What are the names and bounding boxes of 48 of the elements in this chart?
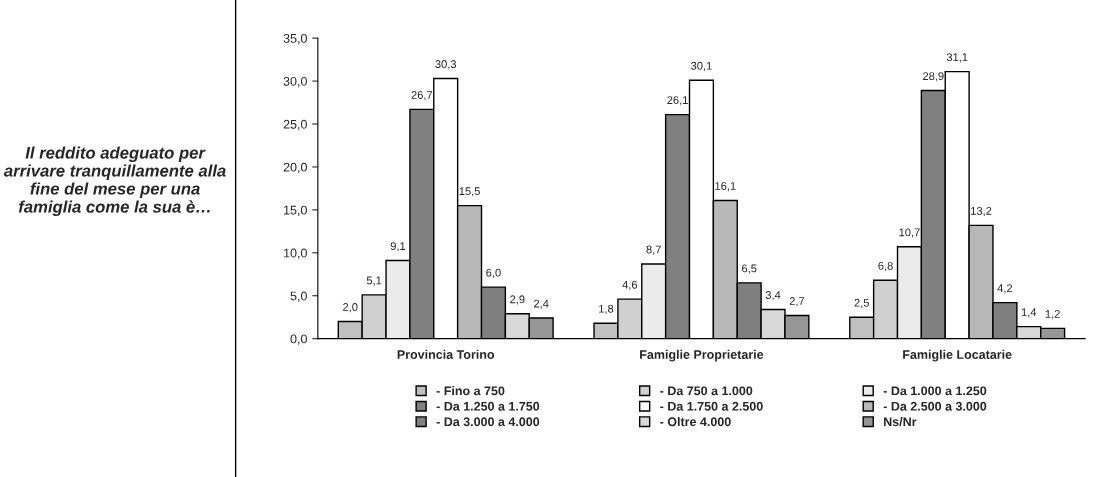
y-tick-label: 30,0 bbox=[283, 76, 307, 88]
data-label: 31,1 bbox=[946, 53, 968, 63]
y-tick-label: 0,0 bbox=[290, 334, 307, 345]
data-label: 2,5 bbox=[854, 298, 869, 308]
data-label: 30,3 bbox=[435, 60, 457, 70]
data-label: 6,5 bbox=[742, 264, 757, 274]
legend-label: - Da 1.750 a 2.500 bbox=[660, 401, 763, 411]
x-tick-label: Provincia Torino bbox=[397, 349, 495, 359]
data-label: 2,9 bbox=[510, 295, 525, 305]
y-tick-label: 10,0 bbox=[284, 248, 307, 259]
data-label: 28,9 bbox=[923, 72, 944, 82]
data-label: 6,8 bbox=[878, 261, 893, 272]
legend-label: - Da 1.000 a 1.250 bbox=[883, 386, 987, 396]
data-label: 5,1 bbox=[366, 276, 382, 286]
y-tick-label: 35,0 bbox=[283, 33, 307, 45]
y-tick-label: 15,0 bbox=[284, 205, 307, 217]
data-label: 2,0 bbox=[343, 303, 358, 313]
data-label: 1,8 bbox=[599, 304, 614, 314]
data-label: 3,4 bbox=[765, 291, 781, 301]
y-tick-label: 5,0 bbox=[290, 291, 307, 302]
data-label: 2,7 bbox=[789, 297, 805, 307]
text: Il reddito adeguato per arrivare tranquillamente alla fine del mese per una famiglia come la sua è… bbox=[4, 146, 226, 217]
y-tick-label: 20,0 bbox=[283, 162, 307, 174]
legend-label: - Oltre 4.000 bbox=[660, 416, 731, 427]
data-label: 8,7 bbox=[646, 245, 661, 255]
data-label: 15,5 bbox=[459, 187, 480, 197]
data-label: 10,7 bbox=[899, 228, 920, 238]
data-label: 16,1 bbox=[715, 182, 736, 192]
x-tick-label: Famiglie Proprietarie bbox=[640, 349, 764, 362]
data-label: 2,4 bbox=[534, 299, 549, 309]
legend-label: - Da 3.000 a 4.000 bbox=[436, 417, 540, 427]
legend-label: - Fino a 750 bbox=[436, 386, 505, 396]
data-label: 1,2 bbox=[1045, 309, 1060, 320]
data-label: 9,1 bbox=[390, 242, 406, 252]
data-label: 1,4 bbox=[1021, 308, 1037, 318]
legend-label: - Da 2.500 a 3.000 bbox=[883, 401, 987, 411]
data-label: 30,1 bbox=[691, 61, 712, 72]
data-label: 26,7 bbox=[411, 91, 433, 101]
y-tick-label: 25,0 bbox=[283, 119, 307, 131]
data-label: 13,2 bbox=[971, 206, 992, 217]
legend-label: - Da 750 a 1.000 bbox=[660, 386, 753, 396]
data-label: 6,0 bbox=[486, 268, 501, 278]
legend-label: Ns/Nr bbox=[884, 416, 917, 427]
legend-label: - Da 1.250 a 1.750 bbox=[436, 401, 540, 411]
data-label: 26,1 bbox=[667, 96, 688, 106]
data-label: 4,2 bbox=[997, 284, 1013, 294]
x-tick-label: Famiglie Locatarie bbox=[903, 349, 1012, 362]
data-label: 4,6 bbox=[622, 280, 638, 290]
